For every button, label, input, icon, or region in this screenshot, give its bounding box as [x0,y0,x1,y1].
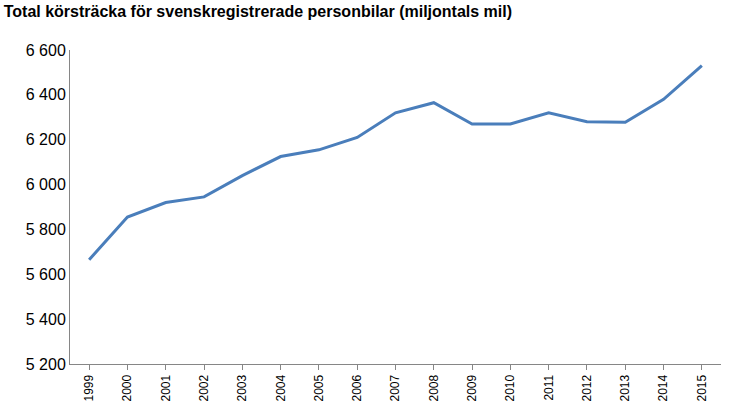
svg-text:2013: 2013 [618,374,632,401]
svg-text:6 400: 6 400 [26,86,66,103]
svg-text:2006: 2006 [350,374,364,401]
svg-text:2004: 2004 [274,374,288,401]
svg-text:2002: 2002 [197,374,211,401]
svg-text:2005: 2005 [312,374,326,401]
svg-text:2009: 2009 [465,374,479,401]
svg-text:2008: 2008 [427,374,441,401]
svg-text:2003: 2003 [235,374,249,401]
svg-text:2015: 2015 [695,374,709,401]
svg-text:2014: 2014 [656,374,670,401]
svg-text:6 000: 6 000 [26,176,66,193]
svg-text:2007: 2007 [388,374,402,401]
svg-text:5 200: 5 200 [26,356,66,373]
svg-text:5 400: 5 400 [26,311,66,328]
svg-text:2011: 2011 [542,374,556,400]
svg-text:5 800: 5 800 [26,221,66,238]
svg-text:2012: 2012 [580,374,594,401]
svg-text:5 600: 5 600 [26,266,66,283]
svg-text:2000: 2000 [120,374,134,401]
svg-text:Total körsträcka för svenskreg: Total körsträcka för svenskregistrerade … [4,3,512,20]
svg-text:2001: 2001 [159,374,173,401]
svg-text:6 200: 6 200 [26,131,66,148]
svg-text:6 600: 6 600 [26,42,66,59]
svg-text:1999: 1999 [82,374,96,401]
svg-text:2010: 2010 [503,374,517,401]
